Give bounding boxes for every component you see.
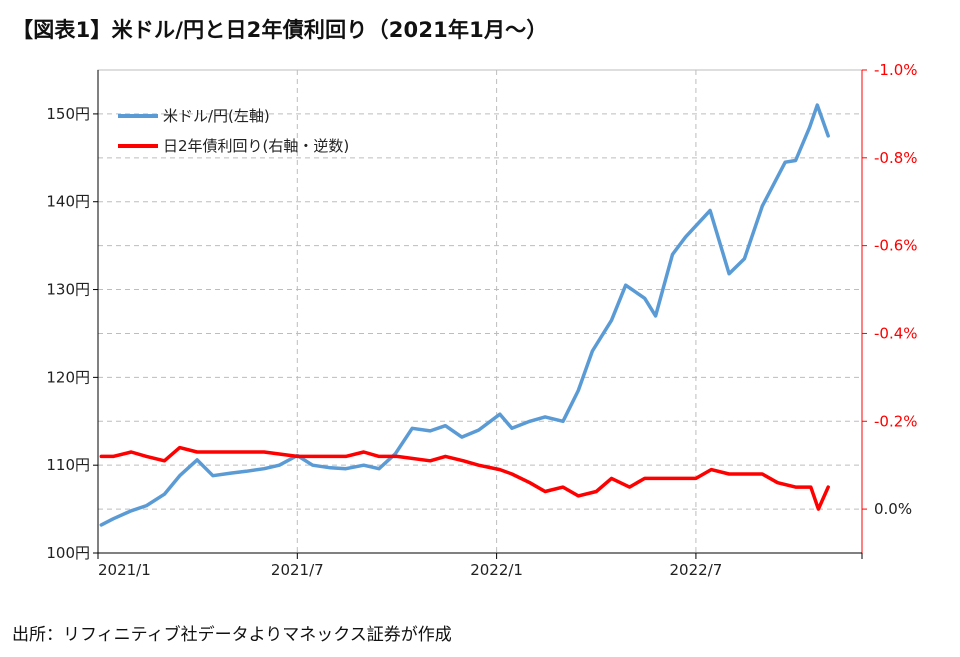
x-tick-label: 2022/7 (670, 561, 723, 579)
y-right-tick-label: -0.6% (874, 237, 918, 255)
y-right-tick-label: -0.8% (874, 149, 918, 167)
y-left-tick-label: 110円 (46, 456, 90, 474)
jgb2y-series-line (99, 445, 830, 511)
y-left-tick-label: 120円 (46, 368, 90, 386)
y-right-tick-label: -0.4% (874, 324, 918, 342)
x-tick-label: 2021/7 (271, 561, 324, 579)
legend-label: 日2年債利回り(右軸・逆数) (163, 137, 349, 155)
y-right-tick-label: -0.2% (874, 412, 918, 430)
y-right-tick-label: -1.0% (874, 61, 918, 79)
source-note: 出所：リフィニティブ社データよりマネックス証券が作成 (12, 625, 452, 645)
y-right-tick-label: 0.0% (874, 500, 912, 518)
x-tick-label: 2021/1 (98, 561, 151, 579)
x-tick-label: 2022/1 (470, 561, 523, 579)
y-left-tick-label: 130円 (46, 281, 90, 299)
y-left-tick-label: 140円 (46, 193, 90, 211)
grid (97, 69, 863, 554)
y-left-tick-label: 150円 (46, 105, 90, 123)
series-layer (99, 103, 830, 527)
axes: 100円 110円 120円 130円 140円 150円 0.0% -0.2% -0.4% -0… (46, 61, 917, 579)
page-title: 【図表1】米ドル/円と日2年債利回り（2021年1月～） (12, 18, 548, 42)
usdjpy-series-line (99, 103, 830, 527)
legend-label: 米ドル/円(左軸) (163, 107, 270, 125)
legend: 米ドル/円(左軸) 日2年債利回り(右軸・逆数) (118, 107, 349, 155)
y-left-tick-label: 100円 (46, 544, 90, 562)
